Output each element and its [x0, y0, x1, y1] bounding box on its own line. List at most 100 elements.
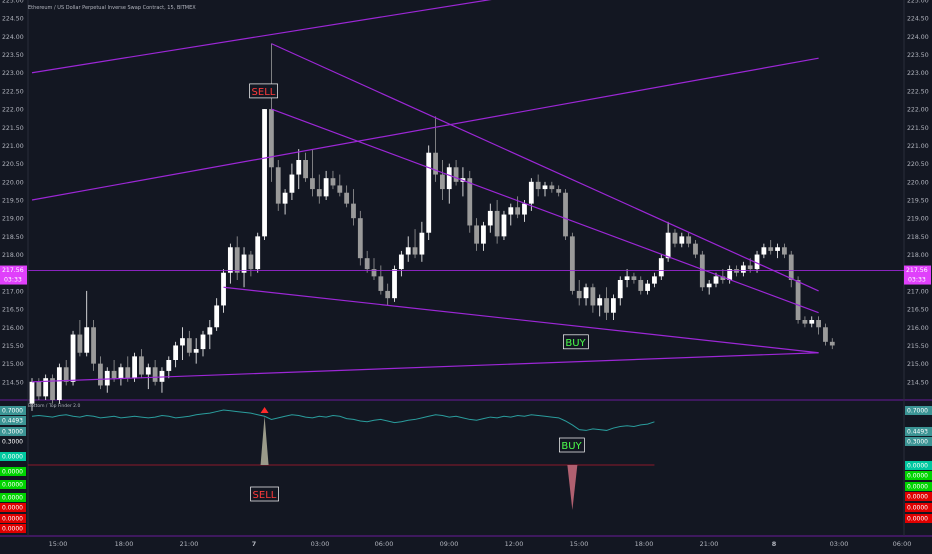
buy-label-price[interactable]: BUY	[563, 334, 589, 350]
candle[interactable]	[816, 316, 821, 335]
candle[interactable]	[809, 316, 815, 328]
candle[interactable]	[193, 338, 199, 364]
candle[interactable]	[180, 327, 185, 360]
candle[interactable]	[576, 280, 582, 306]
candle[interactable]	[200, 330, 206, 357]
candle[interactable]	[398, 250, 404, 277]
candle[interactable]	[556, 185, 562, 197]
trendline[interactable]	[31, 0, 511, 74]
candle[interactable]	[686, 232, 692, 248]
candle[interactable]	[446, 163, 452, 204]
candle[interactable]	[289, 163, 295, 200]
trendline[interactable]	[223, 286, 819, 354]
candle[interactable]	[494, 200, 500, 244]
oscillator-line[interactable]	[31, 409, 655, 431]
candle[interactable]	[296, 149, 302, 190]
candle[interactable]	[139, 349, 144, 379]
sell-label-price[interactable]: SELL	[249, 83, 278, 99]
candle[interactable]	[563, 189, 568, 240]
candle[interactable]	[535, 174, 541, 197]
price-axis-left[interactable]: 225.00 224.50 224.00 223.50 223.00 222.50 222.…	[2, 0, 24, 386]
candle[interactable]	[515, 196, 521, 219]
trendline[interactable]	[31, 352, 819, 383]
candle[interactable]	[761, 243, 767, 259]
candle[interactable]	[310, 149, 315, 197]
candle[interactable]	[795, 276, 801, 324]
candle[interactable]	[453, 160, 459, 186]
candle[interactable]	[426, 145, 432, 240]
candle[interactable]	[282, 189, 288, 215]
price-axis-right[interactable]: 225.00 224.50 224.00 223.50 223.00 222.50 222.…	[907, 0, 929, 386]
candle[interactable]	[768, 240, 774, 255]
candle[interactable]	[638, 276, 644, 295]
sell-label-osc[interactable]: SELL	[250, 486, 279, 502]
candle[interactable]	[802, 316, 808, 328]
candle[interactable]	[344, 185, 350, 208]
candle[interactable]	[214, 298, 220, 331]
candle[interactable]	[617, 276, 623, 306]
buy-label-osc[interactable]: BUY	[559, 437, 585, 453]
candle[interactable]	[227, 243, 233, 284]
candle[interactable]	[43, 374, 49, 400]
candle[interactable]	[405, 236, 411, 262]
trendline[interactable]	[271, 43, 819, 292]
candle[interactable]	[583, 283, 589, 306]
candle[interactable]	[111, 360, 117, 382]
candle[interactable]	[56, 363, 62, 404]
candle[interactable]	[241, 247, 247, 288]
candle[interactable]	[782, 243, 787, 259]
current-price-tag-right[interactable]	[904, 265, 931, 285]
candle[interactable]	[91, 320, 96, 371]
candle[interactable]	[720, 269, 726, 284]
candle[interactable]	[823, 323, 828, 346]
candle[interactable]	[248, 250, 254, 277]
trendline[interactable]	[31, 57, 819, 201]
candle[interactable]	[679, 232, 685, 248]
candle[interactable]	[29, 378, 35, 411]
trendlines-layer[interactable]	[31, 0, 819, 383]
candle[interactable]	[740, 261, 746, 277]
candle[interactable]	[481, 221, 486, 251]
time-axis[interactable]: 15:00 18:00 21:00 7 03:00 06:00 09:00 12:00 15:0…	[49, 540, 912, 548]
candle[interactable]	[234, 236, 240, 280]
candle[interactable]	[590, 283, 596, 313]
candle[interactable]	[665, 221, 671, 262]
candle[interactable]	[658, 254, 664, 280]
candle[interactable]	[549, 181, 555, 193]
candle[interactable]	[173, 341, 179, 368]
candle[interactable]	[275, 160, 281, 211]
candle[interactable]	[269, 43, 274, 182]
candle[interactable]	[255, 232, 261, 273]
current-price-tag-left[interactable]	[0, 265, 27, 285]
candle[interactable]	[604, 287, 609, 320]
candle[interactable]	[611, 294, 616, 320]
candle[interactable]	[419, 221, 425, 262]
candle[interactable]	[125, 356, 131, 382]
candle[interactable]	[440, 160, 445, 200]
candle[interactable]	[316, 174, 322, 204]
candle[interactable]	[152, 360, 158, 386]
candle[interactable]	[508, 203, 514, 226]
candle[interactable]	[70, 330, 76, 386]
candle[interactable]	[693, 240, 698, 259]
candle[interactable]	[631, 272, 637, 284]
candle[interactable]	[754, 250, 760, 273]
candle[interactable]	[371, 258, 377, 280]
candle[interactable]	[829, 338, 835, 350]
candle[interactable]	[364, 250, 370, 273]
candle[interactable]	[84, 290, 90, 357]
candle[interactable]	[487, 203, 493, 233]
candle[interactable]	[569, 232, 575, 295]
candle[interactable]	[727, 265, 733, 284]
candle[interactable]	[351, 189, 356, 226]
candle[interactable]	[645, 280, 650, 295]
candle[interactable]	[186, 330, 192, 357]
candle[interactable]	[652, 272, 657, 288]
candle[interactable]	[104, 367, 110, 393]
candle[interactable]	[467, 170, 473, 233]
candle[interactable]	[474, 218, 479, 251]
candle[interactable]	[624, 269, 630, 288]
candle[interactable]	[98, 356, 103, 390]
candle[interactable]	[77, 320, 83, 357]
candle[interactable]	[357, 210, 363, 266]
